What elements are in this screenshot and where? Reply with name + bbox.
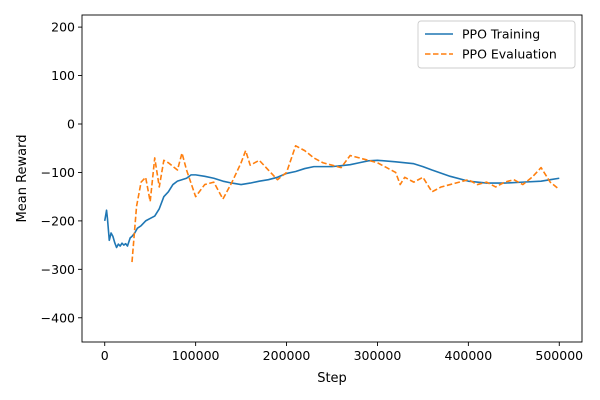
y-axis-label: Mean Reward	[15, 135, 30, 223]
y-tick-label: −100	[41, 165, 75, 180]
x-tick-label: 0	[101, 348, 109, 363]
y-tick-label: 0	[67, 117, 75, 132]
series-line-ppo-evaluation	[131, 145, 560, 263]
x-tick-label: 500000	[535, 348, 583, 363]
y-tick-label: −300	[41, 262, 75, 277]
y-tick-label: 200	[51, 20, 75, 35]
x-tick-label: 400000	[445, 348, 493, 363]
x-tick-label: 200000	[263, 348, 311, 363]
legend: PPO Training PPO Evaluation	[417, 20, 576, 69]
y-tick-label: −400	[41, 310, 75, 325]
plot-frame	[81, 14, 583, 343]
series-line-ppo-training	[103, 159, 560, 249]
x-tick-label: 100000	[172, 348, 220, 363]
x-axis-label: Step	[317, 371, 347, 386]
plot-lines	[103, 145, 560, 263]
legend-box	[417, 20, 576, 69]
axes: 0 100000 200000 300000 400000 500000 200 100 0 −1…	[41, 14, 583, 363]
y-tick-label: −200	[41, 213, 75, 228]
x-tick-label: 300000	[354, 348, 402, 363]
y-tick-label: 100	[51, 68, 75, 83]
legend-entry-label: PPO Training	[462, 27, 540, 42]
legend-entry-label: PPO Evaluation	[462, 47, 557, 62]
